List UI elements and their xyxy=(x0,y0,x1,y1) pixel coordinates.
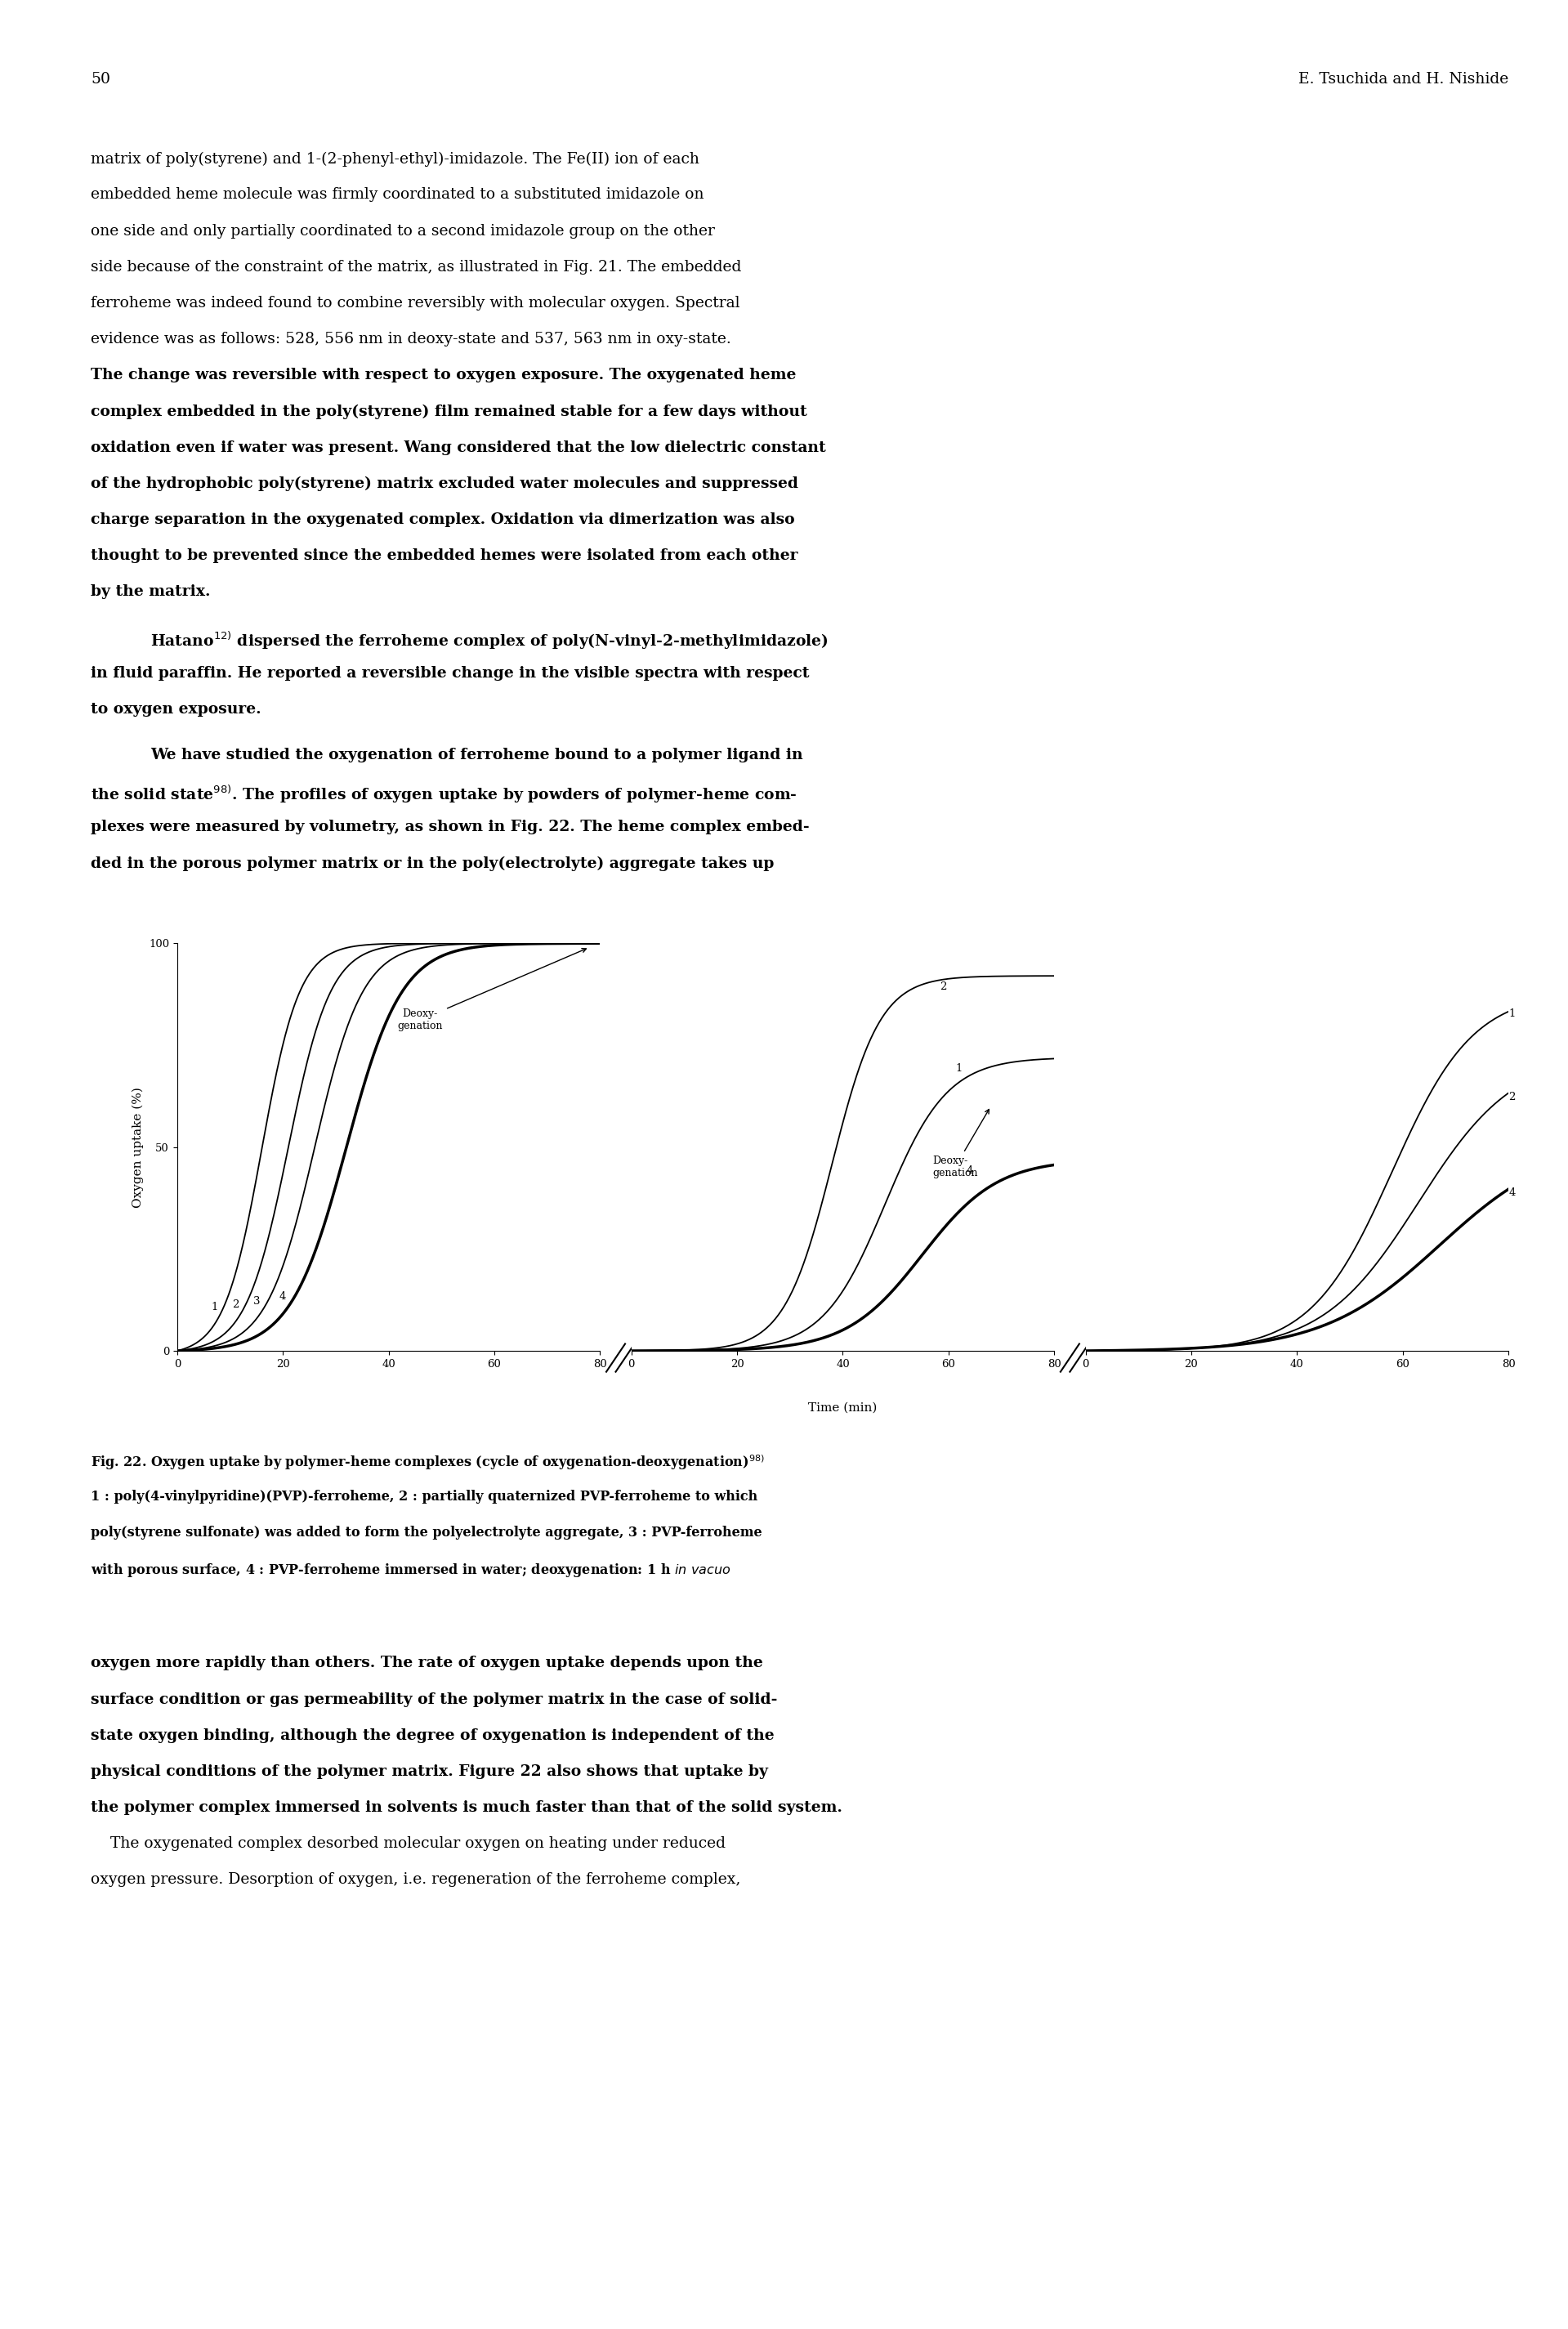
Text: 1: 1 xyxy=(955,1062,963,1074)
Text: with porous surface, 4 : PVP-ferroheme immersed in water; deoxygenation: 1 h $\m: with porous surface, 4 : PVP-ferroheme i… xyxy=(91,1560,731,1579)
Text: 2: 2 xyxy=(232,1300,238,1309)
Text: 4: 4 xyxy=(279,1290,287,1302)
Text: embedded heme molecule was firmly coordinated to a substituted imidazole on: embedded heme molecule was firmly coordi… xyxy=(91,189,704,203)
Text: to oxygen exposure.: to oxygen exposure. xyxy=(91,701,262,717)
Text: Time (min): Time (min) xyxy=(809,1402,877,1414)
Y-axis label: Oxygen uptake (%): Oxygen uptake (%) xyxy=(132,1088,144,1206)
Text: surface condition or gas permeability of the polymer matrix in the case of solid: surface condition or gas permeability of… xyxy=(91,1691,778,1707)
Text: Deoxy-
genation: Deoxy- genation xyxy=(398,948,586,1032)
Text: side because of the constraint of the matrix, as illustrated in Fig. 21. The emb: side because of the constraint of the ma… xyxy=(91,259,742,275)
Text: 1 : poly(4-vinylpyridine)(PVP)-ferroheme, 2 : partially quaternized PVP-ferrohem: 1 : poly(4-vinylpyridine)(PVP)-ferroheme… xyxy=(91,1488,757,1502)
Text: plexes were measured by volumetry, as shown in Fig. 22. The heme complex embed-: plexes were measured by volumetry, as sh… xyxy=(91,820,809,834)
Text: 3: 3 xyxy=(252,1295,260,1307)
Text: 1: 1 xyxy=(210,1302,218,1314)
Text: physical conditions of the polymer matrix. Figure 22 also shows that uptake by: physical conditions of the polymer matri… xyxy=(91,1763,768,1779)
Text: matrix of poly(styrene) and 1-(2-phenyl-ethyl)-imidazole. The Fe(II) ion of each: matrix of poly(styrene) and 1-(2-phenyl-… xyxy=(91,151,699,165)
Text: Fig. 22. Oxygen uptake by polymer-heme complexes (cycle of oxygenation-deoxygena: Fig. 22. Oxygen uptake by polymer-heme c… xyxy=(91,1453,765,1472)
Text: We have studied the oxygenation of ferroheme bound to a polymer ligand in: We have studied the oxygenation of ferro… xyxy=(151,748,803,762)
Text: 1: 1 xyxy=(1508,1008,1515,1020)
Text: evidence was as follows: 528, 556 nm in deoxy-state and 537, 563 nm in oxy-state: evidence was as follows: 528, 556 nm in … xyxy=(91,331,731,347)
Text: oxygen more rapidly than others. The rate of oxygen uptake depends upon the: oxygen more rapidly than others. The rat… xyxy=(91,1656,764,1670)
Text: The change was reversible with respect to oxygen exposure. The oxygenated heme: The change was reversible with respect t… xyxy=(91,368,797,382)
Text: state oxygen binding, although the degree of oxygenation is independent of the: state oxygen binding, although the degre… xyxy=(91,1728,775,1742)
Text: 2: 2 xyxy=(939,981,947,992)
Text: Hatano$^{12)}$ dispersed the ferroheme complex of poly(N-vinyl-2-methylimidazole: Hatano$^{12)}$ dispersed the ferroheme c… xyxy=(151,629,828,652)
Text: Deoxy-
genation: Deoxy- genation xyxy=(933,1109,989,1178)
Text: 50: 50 xyxy=(91,72,111,86)
Text: oxidation even if water was present. Wang considered that the low dielectric con: oxidation even if water was present. Wan… xyxy=(91,440,826,454)
Text: by the matrix.: by the matrix. xyxy=(91,585,210,599)
Text: poly(styrene sulfonate) was added to form the polyelectrolyte aggregate, 3 : PVP: poly(styrene sulfonate) was added to for… xyxy=(91,1525,762,1539)
Text: oxygen pressure. Desorption of oxygen, i.e. regeneration of the ferroheme comple: oxygen pressure. Desorption of oxygen, i… xyxy=(91,1873,740,1886)
Text: thought to be prevented since the embedded hemes were isolated from each other: thought to be prevented since the embedd… xyxy=(91,547,798,564)
Text: 4: 4 xyxy=(1508,1188,1515,1197)
Text: 4: 4 xyxy=(966,1164,974,1176)
Text: complex embedded in the poly(styrene) film remained stable for a few days withou: complex embedded in the poly(styrene) fi… xyxy=(91,403,808,419)
Text: the solid state$^{98)}$. The profiles of oxygen uptake by powders of polymer-hem: the solid state$^{98)}$. The profiles of… xyxy=(91,783,797,806)
Text: The oxygenated complex desorbed molecular oxygen on heating under reduced: The oxygenated complex desorbed molecula… xyxy=(91,1835,726,1852)
Text: of the hydrophobic poly(styrene) matrix excluded water molecules and suppressed: of the hydrophobic poly(styrene) matrix … xyxy=(91,475,798,491)
Text: ded in the porous polymer matrix or in the poly(electrolyte) aggregate takes up: ded in the porous polymer matrix or in t… xyxy=(91,855,775,871)
Text: the polymer complex immersed in solvents is much faster than that of the solid s: the polymer complex immersed in solvents… xyxy=(91,1800,842,1814)
Text: charge separation in the oxygenated complex. Oxidation via dimerization was also: charge separation in the oxygenated comp… xyxy=(91,512,795,526)
Text: one side and only partially coordinated to a second imidazole group on the other: one side and only partially coordinated … xyxy=(91,224,715,238)
Text: 2: 2 xyxy=(1508,1092,1515,1102)
Text: in fluid paraffin. He reported a reversible change in the visible spectra with r: in fluid paraffin. He reported a reversi… xyxy=(91,666,809,680)
Text: ferroheme was indeed found to combine reversibly with molecular oxygen. Spectral: ferroheme was indeed found to combine re… xyxy=(91,296,740,310)
Text: E. Tsuchida and H. Nishide: E. Tsuchida and H. Nishide xyxy=(1298,72,1508,86)
